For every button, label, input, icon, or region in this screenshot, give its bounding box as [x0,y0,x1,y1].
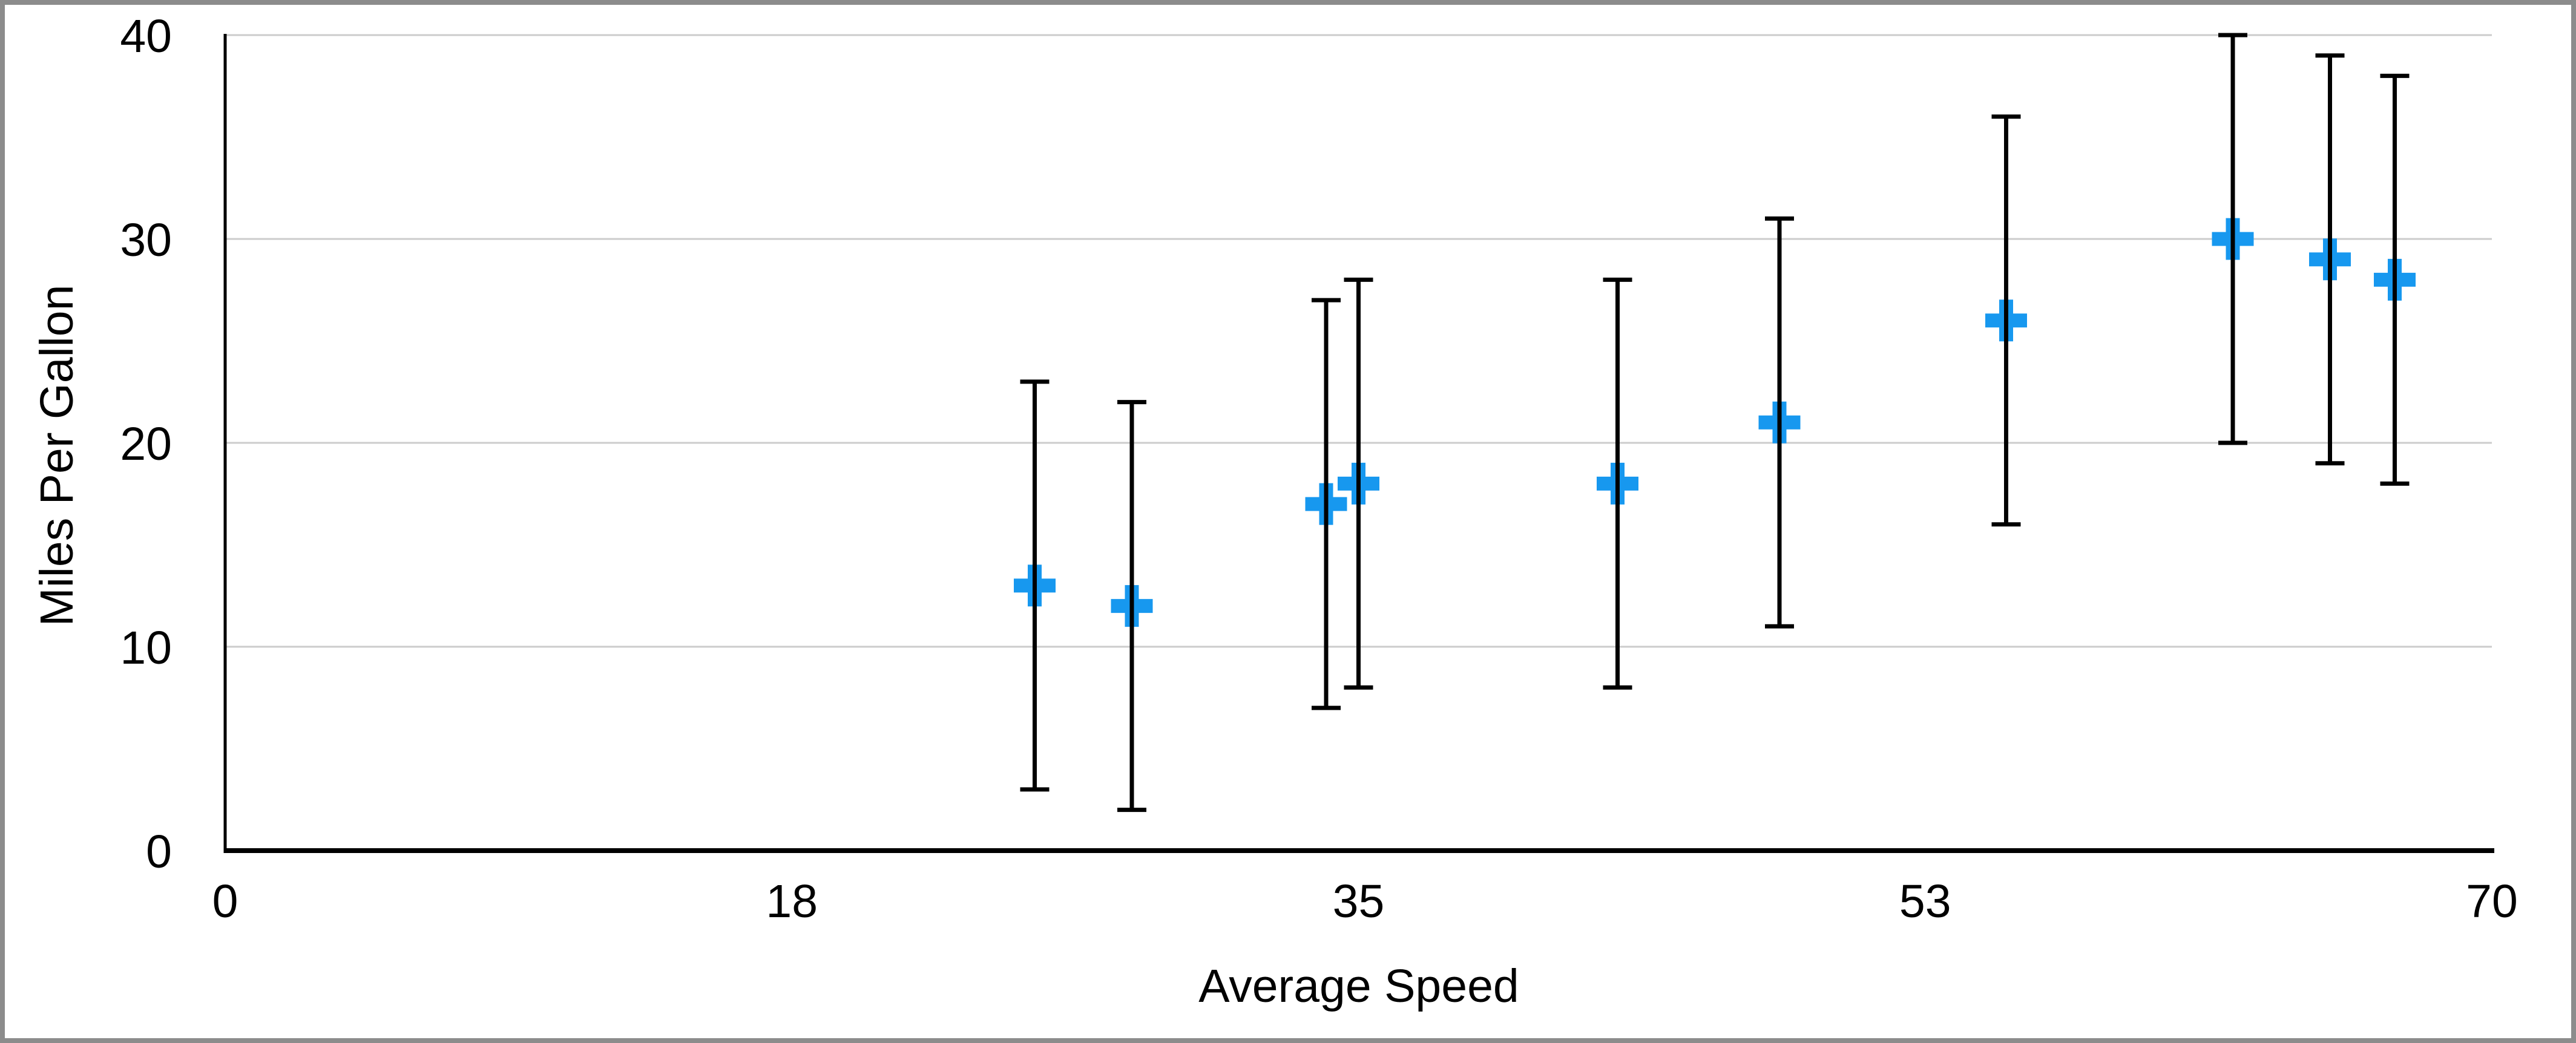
y-tick-label-10: 10 [120,622,172,674]
error-bar [1117,400,1146,812]
x-tick-label-18: 18 [766,875,818,927]
error-bar [1020,379,1050,792]
y-tick-label-40: 40 [120,10,172,62]
error-bar [1312,298,1341,710]
x-tick-label-70: 70 [2466,875,2518,927]
y-tick-label-0: 0 [146,826,172,878]
x-tick-label-53: 53 [1899,875,1951,927]
error-bar [1765,216,1794,629]
error-bar [1344,277,1373,690]
data-point-markers [1014,218,2416,627]
error-bar [2315,53,2345,466]
y-axis-title: Miles Per Gallon [31,285,83,627]
x-tick-label-35: 35 [1333,875,1385,927]
error-bars [1020,33,2410,812]
x-axis-title: Average Speed [1198,960,1519,1012]
x-axis-tick-labels: 0 18 35 53 70 [212,875,2518,927]
error-bar [1603,277,1632,690]
y-axis-tick-labels: 0 10 20 30 40 [120,10,172,878]
y-tick-label-20: 20 [120,418,172,470]
x-tick-label-0: 0 [212,875,238,927]
error-bar [1991,114,2021,527]
error-bar [2380,73,2410,486]
axes [223,34,2494,853]
error-bar [2218,33,2247,445]
y-tick-label-30: 30 [120,214,172,266]
